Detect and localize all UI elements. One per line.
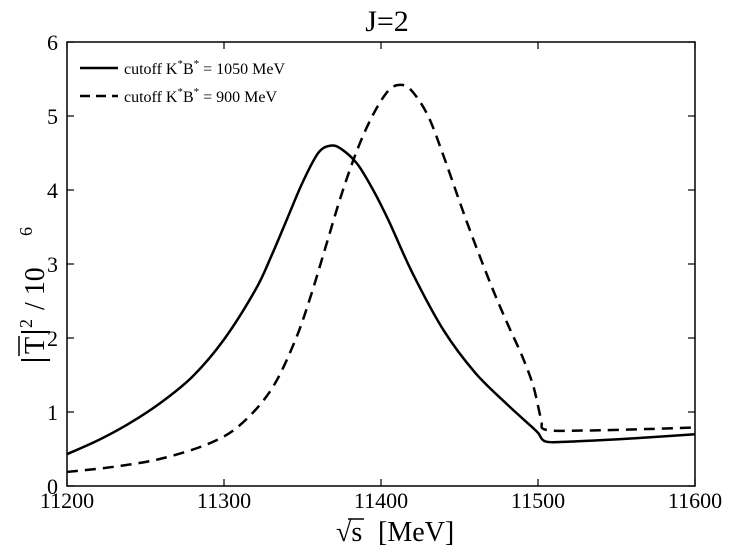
plot-frame	[66, 41, 696, 487]
legend: cutoff K*B* = 1050 MeV cutoff K*B* = 900…	[80, 58, 285, 106]
y-axis-square: 2	[16, 319, 36, 328]
y-axis-divisor: / 10	[20, 267, 51, 310]
series-line-cutoff-900	[66, 83, 696, 474]
y-tick-label: 3	[47, 252, 58, 277]
x-tick-label: 11300	[197, 488, 251, 513]
x-axis: 11200 11300 11400 11500 11600	[40, 42, 722, 513]
y-axis-exponent: 6	[16, 227, 36, 236]
x-axis-sqrt-s: √s	[336, 517, 362, 548]
x-tick-label: 11600	[668, 488, 722, 513]
x-tick-label: 11400	[354, 488, 408, 513]
chart-title: J=2	[365, 5, 409, 38]
y-axis-title: T 2 / 10 6	[16, 227, 51, 361]
y-axis-t: T	[20, 337, 51, 354]
x-tick-label: 11500	[511, 488, 565, 513]
y-tick-label: 2	[47, 326, 58, 351]
x-axis-title: √s [MeV]	[336, 517, 454, 548]
x-axis-unit: [MeV]	[378, 517, 454, 548]
y-tick-label: 4	[47, 178, 58, 203]
x-tick-label: 11200	[40, 488, 94, 513]
series-layer	[66, 83, 696, 474]
y-tick-label: 5	[47, 104, 58, 129]
legend-label-1: cutoff K*B* = 1050 MeV	[124, 58, 285, 78]
y-tick-label: 1	[47, 400, 58, 425]
series-line-cutoff-1050	[66, 144, 696, 456]
y-tick-label: 6	[47, 30, 58, 55]
y-tick-label: 0	[47, 474, 58, 499]
y-axis: 0 1 2 3 4 5 6	[47, 30, 695, 499]
legend-label-2: cutoff K*B* = 900 MeV	[124, 86, 277, 106]
